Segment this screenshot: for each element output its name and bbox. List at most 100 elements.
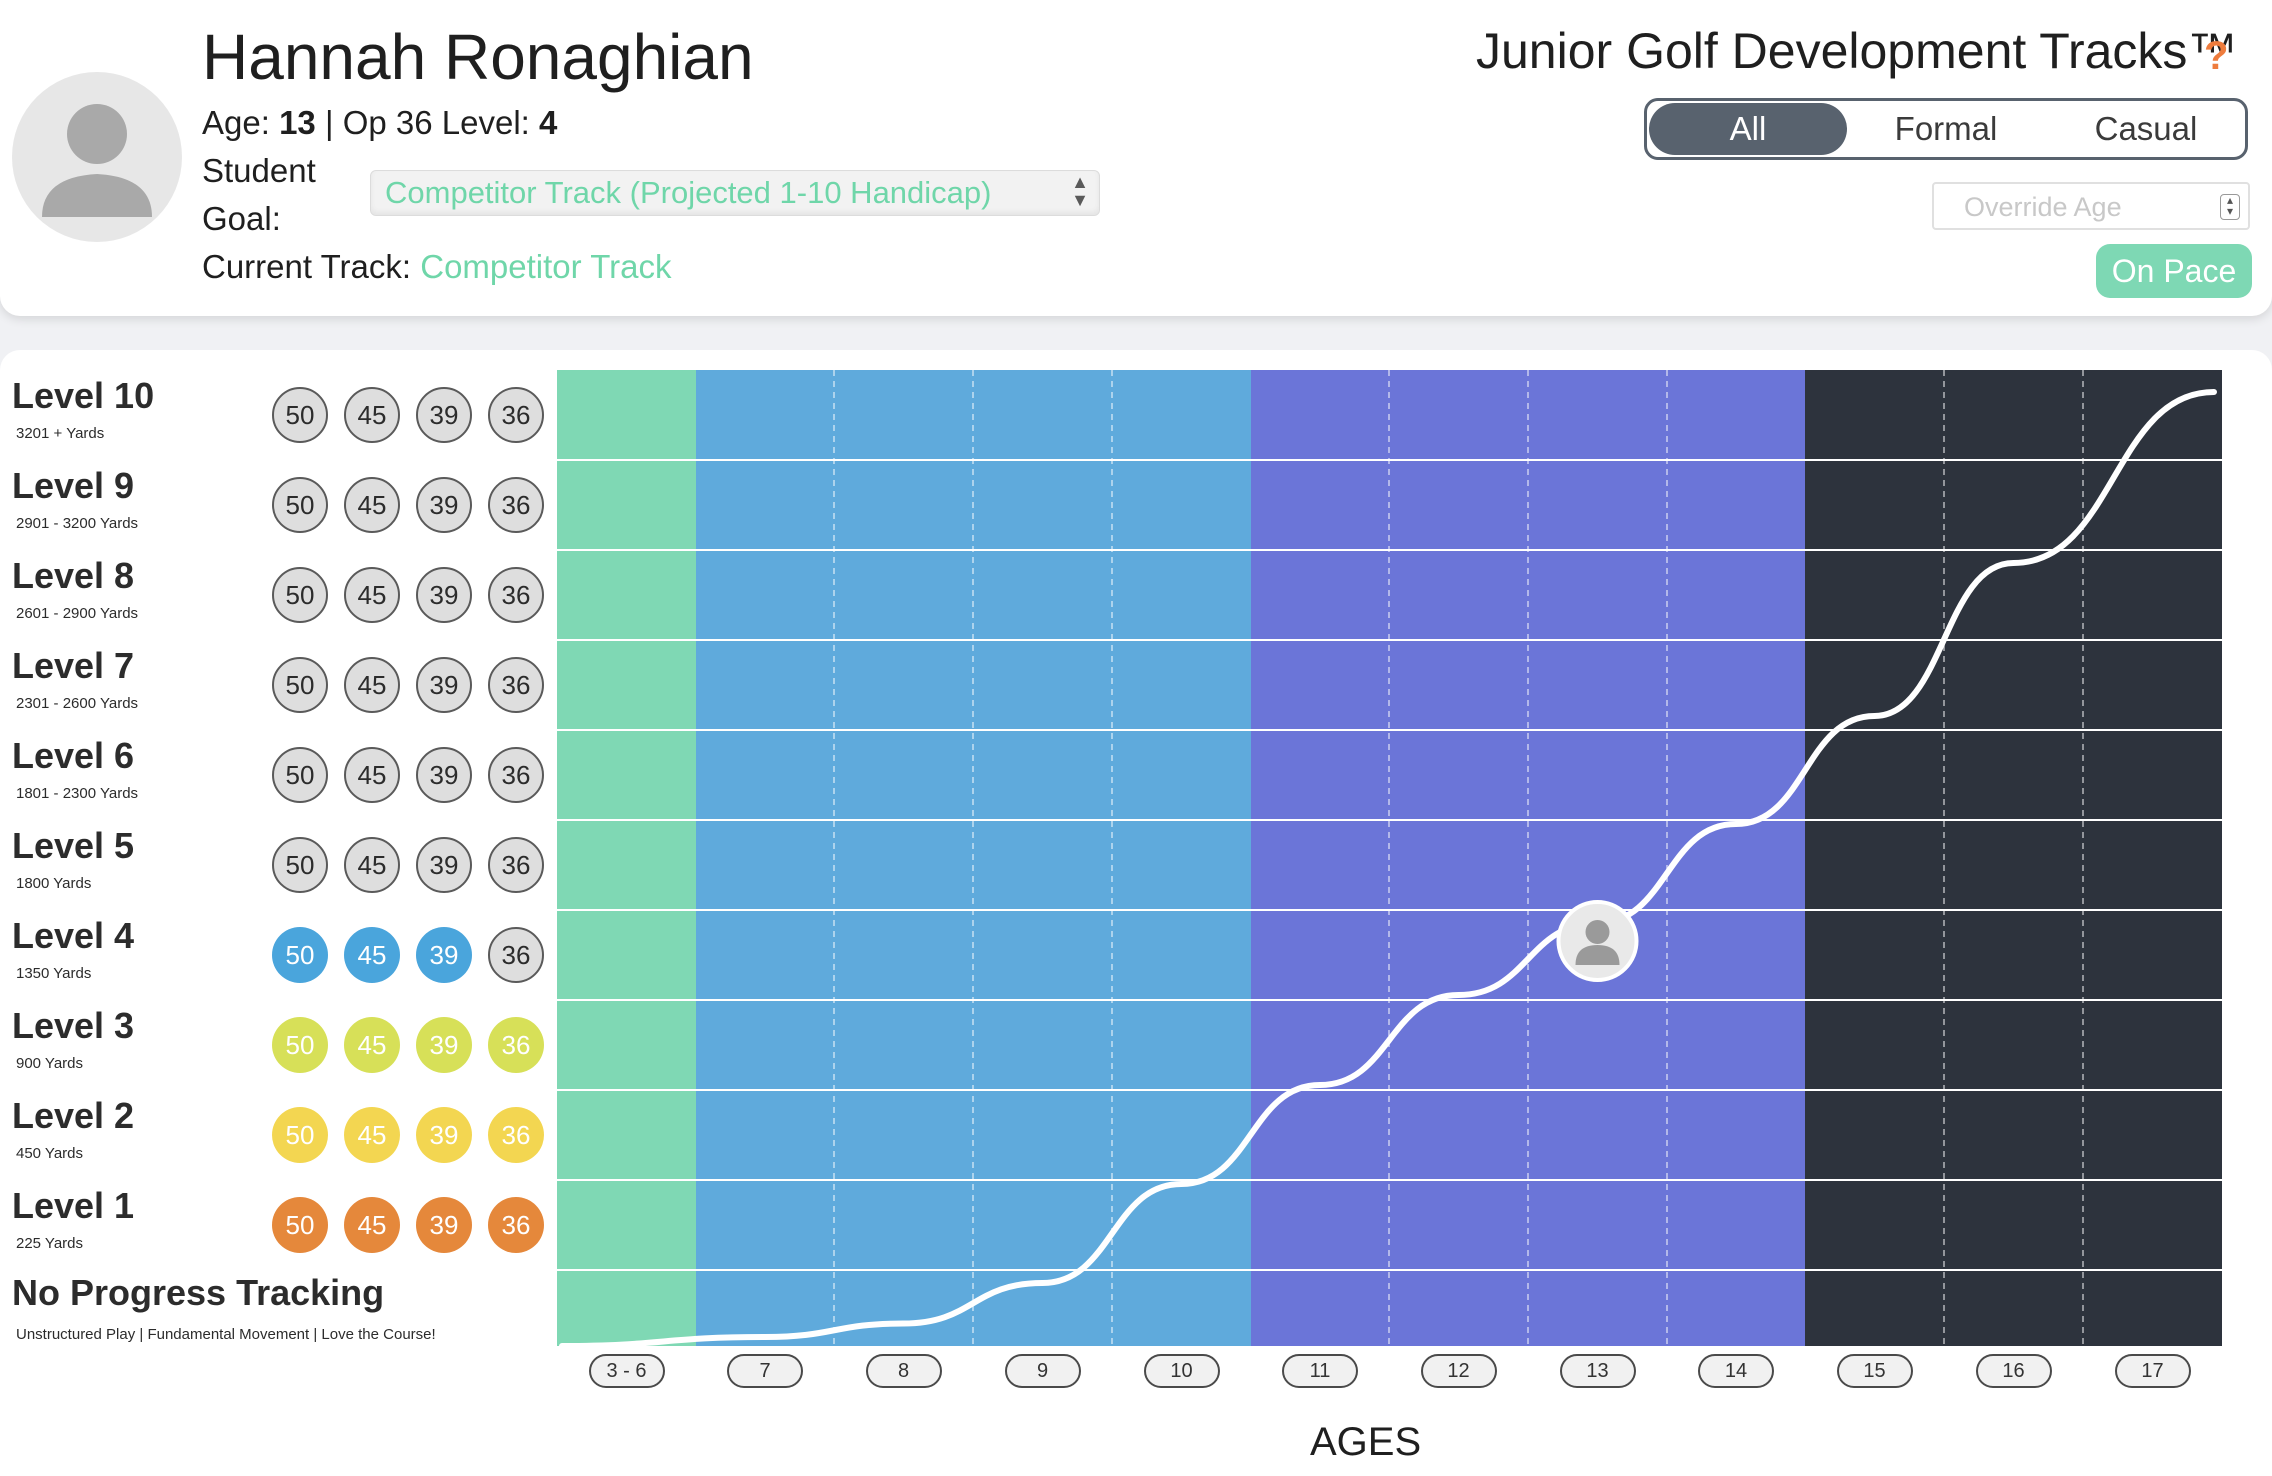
- band-ages-3-6: [557, 370, 696, 1346]
- level-6-score-36-pill[interactable]: 36: [488, 747, 544, 803]
- level-4-score-39-pill[interactable]: 39: [416, 927, 472, 983]
- level-2-score-36-pill[interactable]: 36: [488, 1107, 544, 1163]
- level-1-title: Level 1: [12, 1185, 135, 1226]
- filter-casual-button[interactable]: Casual: [2094, 110, 2198, 147]
- level-4-score-36-pill[interactable]: 36: [488, 927, 544, 983]
- level-8-score-45-pill[interactable]: 45: [344, 567, 400, 623]
- age-tick-17[interactable]: 17: [2114, 1354, 2191, 1388]
- development-curve-line: [559, 389, 2217, 1349]
- age-tick-7[interactable]: 7: [727, 1354, 803, 1388]
- student-name: Hannah Ronaghian: [202, 21, 754, 93]
- level-8-score-50-pill[interactable]: 50: [272, 567, 328, 623]
- level-9-yards: 2901 - 3200 Yards: [16, 515, 139, 532]
- override-age-placeholder: Override Age: [1964, 192, 2122, 222]
- level-1-score-50-pill[interactable]: 50: [272, 1197, 328, 1253]
- filter-all-button[interactable]: All: [1649, 103, 1847, 155]
- level-6-score-45-pill[interactable]: 45: [344, 747, 400, 803]
- level-1-score-45-pill[interactable]: 45: [344, 1197, 400, 1253]
- level-3-score-36-pill[interactable]: 36: [488, 1017, 544, 1073]
- level-6-score-39-pill[interactable]: 39: [416, 747, 472, 803]
- level-9-score-45-pill[interactable]: 45: [344, 477, 400, 533]
- age-tick-15[interactable]: 15: [1836, 1354, 1913, 1388]
- level-10-score-50-pill[interactable]: 50: [272, 387, 328, 443]
- op36-level-value: 4: [539, 104, 558, 141]
- level-2-yards: 450 Yards: [16, 1145, 83, 1162]
- level-6-yards: 1801 - 2300 Yards: [16, 785, 139, 802]
- user-silhouette-icon: [42, 104, 152, 217]
- age-tick-16[interactable]: 16: [1975, 1354, 2052, 1388]
- student-avatar[interactable]: [12, 72, 182, 242]
- level-10-score-36-pill[interactable]: 36: [488, 387, 544, 443]
- current-track-label: Current Track:: [202, 248, 412, 285]
- level-5-score-45-pill[interactable]: 45: [344, 837, 400, 893]
- level-3-score-45-pill[interactable]: 45: [344, 1017, 400, 1073]
- level-7-score-39-pill[interactable]: 39: [416, 657, 472, 713]
- level-1-score-36-pill[interactable]: 36: [488, 1197, 544, 1253]
- tracks-title: Junior Golf Development Tracks™: [1476, 23, 2238, 79]
- age-tick-8[interactable]: 8: [865, 1354, 942, 1388]
- level-5-yards: 1800 Yards: [16, 875, 92, 892]
- age-value: 13: [279, 104, 316, 141]
- level-1-yards: 225 Yards: [16, 1235, 83, 1252]
- age-tick-10[interactable]: 10: [1143, 1354, 1220, 1388]
- op36-level-label: Op 36 Level:: [342, 104, 530, 141]
- level-5-score-50-pill[interactable]: 50: [272, 837, 328, 893]
- number-spinner-icon[interactable]: ▴ ▾: [2220, 194, 2240, 220]
- age-tick-14[interactable]: 14: [1698, 1354, 1774, 1388]
- level-2-score-39-pill[interactable]: 39: [416, 1107, 472, 1163]
- ages-axis-label: AGES: [1310, 1420, 1422, 1464]
- user-silhouette-icon: [1585, 920, 1610, 944]
- level-9-title: Level 9: [12, 465, 135, 506]
- current-track-line: Current Track: Competitor Track: [202, 248, 671, 286]
- age-tick-3-6[interactable]: 3 - 6: [588, 1354, 665, 1388]
- level-7-score-36-pill[interactable]: 36: [488, 657, 544, 713]
- level-7-score-45-pill[interactable]: 45: [344, 657, 400, 713]
- level-5-title: Level 5: [12, 825, 135, 866]
- level-10-yards: 3201 + Yards: [16, 425, 105, 442]
- separator: |: [324, 104, 334, 141]
- level-4-title: Level 4: [12, 915, 135, 956]
- level-1-score-39-pill[interactable]: 39: [416, 1197, 472, 1253]
- question-mark-icon[interactable]: ?: [2204, 34, 2229, 78]
- level-9-score-36-pill[interactable]: 36: [488, 477, 544, 533]
- level-4-yards: 1350 Yards: [16, 965, 92, 982]
- age-tick-11[interactable]: 11: [1282, 1354, 1358, 1388]
- age-tick-9[interactable]: 9: [1004, 1354, 1081, 1388]
- level-4-score-45-pill[interactable]: 45: [344, 927, 400, 983]
- level-10-score-39-pill[interactable]: 39: [416, 387, 472, 443]
- user-silhouette-body: [1575, 945, 1620, 965]
- filter-formal-button[interactable]: Formal: [1894, 110, 1998, 147]
- goal-select-value: Competitor Track (Projected 1-10 Handica…: [385, 175, 992, 210]
- level-3-score-39-pill[interactable]: 39: [416, 1017, 472, 1073]
- level-8-score-39-pill[interactable]: 39: [416, 567, 472, 623]
- level-8-title: Level 8: [12, 555, 135, 596]
- level-5-score-39-pill[interactable]: 39: [416, 837, 472, 893]
- age-tick-12[interactable]: 12: [1420, 1354, 1497, 1388]
- level-8-score-36-pill[interactable]: 36: [488, 567, 544, 623]
- age-tick-13[interactable]: 13: [1559, 1354, 1636, 1388]
- level-7-score-50-pill[interactable]: 50: [272, 657, 328, 713]
- level-5-score-36-pill[interactable]: 36: [488, 837, 544, 893]
- goal-label-line2: Goal:: [202, 200, 281, 237]
- no-progress-subtitle: Unstructured Play | Fundamental Movement…: [16, 1326, 436, 1343]
- level-3-title: Level 3: [12, 1005, 135, 1046]
- level-10-score-45-pill[interactable]: 45: [344, 387, 400, 443]
- level-7-title: Level 7: [12, 645, 135, 686]
- level-2-score-45-pill[interactable]: 45: [344, 1107, 400, 1163]
- level-10-title: Level 10: [12, 375, 155, 416]
- student-header: Hannah Ronaghian Age: 13 | Op 36 Level: …: [0, 0, 2272, 316]
- goal-label-line1: Student: [202, 152, 316, 189]
- level-8-yards: 2601 - 2900 Yards: [16, 605, 139, 622]
- level-3-score-50-pill[interactable]: 50: [272, 1017, 328, 1073]
- age-level-line: Age: 13 | Op 36 Level: 4: [202, 104, 557, 142]
- level-9-score-50-pill[interactable]: 50: [272, 477, 328, 533]
- goal-select[interactable]: Competitor Track (Projected 1-10 Handica…: [370, 170, 1100, 216]
- up-down-arrows-icon: ▲ ▼: [1071, 172, 1089, 210]
- override-age-input[interactable]: Override Age ▴ ▾: [1932, 182, 2250, 230]
- level-6-score-50-pill[interactable]: 50: [272, 747, 328, 803]
- level-2-score-50-pill[interactable]: 50: [272, 1107, 328, 1163]
- age-label: Age:: [202, 104, 270, 141]
- level-9-score-39-pill[interactable]: 39: [416, 477, 472, 533]
- level-4-score-50-pill[interactable]: 50: [272, 927, 328, 983]
